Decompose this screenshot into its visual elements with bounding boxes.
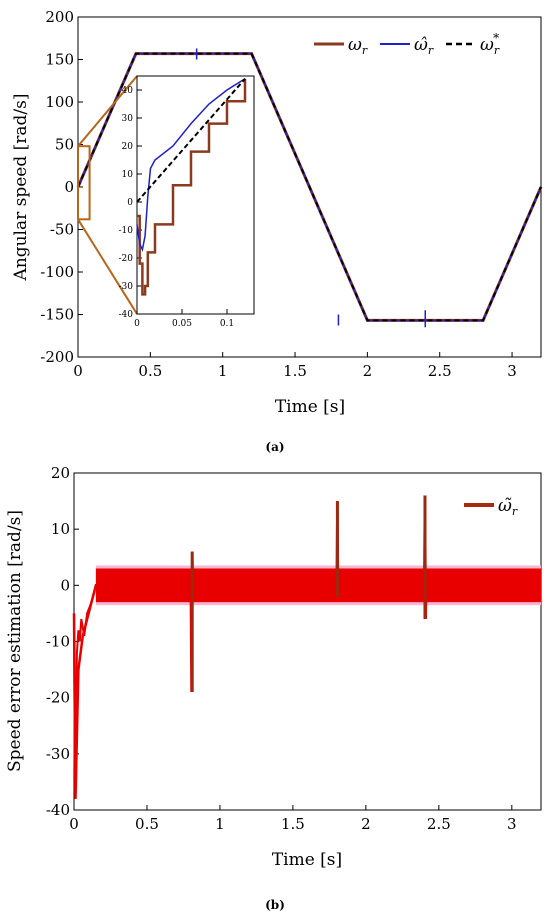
panel-b-xtick-label: 2: [361, 815, 371, 833]
panel-a-ylabel: Angular speed [rad/s]: [11, 93, 31, 281]
panel-a-xtick-label: 2: [363, 362, 373, 380]
inset-series-line: [136, 78, 246, 252]
inset-ytick-label: -10: [119, 226, 134, 236]
panel-b-transient-line: [73, 585, 97, 799]
panel-a-xtick-label: 0.5: [138, 362, 162, 380]
panel-b-ytick-label: -40: [46, 801, 70, 819]
inset-plot: 0 0.05 0.1 -40 -30 -20 -10 0 10 20 30 40: [119, 75, 255, 329]
panel-a-ytick-label: 200: [45, 8, 74, 26]
panel-b-series: [72, 495, 541, 799]
panel-b-ytick-label: 10: [51, 520, 70, 538]
panel-b-ylabel: Speed error estimation [rad/s]: [5, 510, 25, 772]
inset-xtick-label: 0.1: [220, 319, 234, 329]
panel-b-ticks: 0 0.5 1 1.5 2 2.5 3 -40 -30 -20 -10 0 10 20: [46, 464, 517, 833]
inset-series-line: [136, 78, 246, 203]
panel-a-xtick-label: 1: [218, 362, 228, 380]
panel-b-ytick-label: -30: [46, 745, 70, 763]
panel-a-ytick-label: 0: [64, 178, 74, 196]
panel-a-series: [76, 48, 543, 328]
inset-series: [136, 78, 247, 296]
panel-a-xtick-label: 2.5: [428, 362, 452, 380]
inset-ytick-label: 10: [122, 170, 134, 180]
panel-b-xtick-label: 2.5: [427, 815, 451, 833]
inset-ytick-label: 20: [122, 142, 134, 152]
panel-a-ytick-label: -150: [40, 306, 74, 324]
panel-b-xtick-label: 0.5: [135, 815, 159, 833]
panel-b-ytick-label: -10: [46, 633, 70, 651]
plot-b-background: [73, 472, 542, 811]
inset-background: [136, 75, 255, 315]
panel-b-ytick-label: -20: [46, 689, 70, 707]
inset-ytick-label: 0: [127, 198, 133, 208]
panel-a-xlabel: Time [s]: [275, 397, 345, 417]
inset-xtick-label: 0.05: [172, 319, 192, 329]
panel-a-ytick-label: 50: [55, 136, 74, 154]
panel-a: 0 0.5 1 1.5 2 2.5 3-200-150-100-50050100150200…: [11, 8, 543, 454]
panel-b-xtick-label: 1.5: [281, 815, 305, 833]
inset-ytick-label: -40: [119, 310, 134, 320]
inset-series-line: [137, 78, 247, 296]
panel-a-xtick-label: 1.5: [283, 362, 307, 380]
panel-a-ytick-label: 100: [45, 93, 74, 111]
zoom-callout: [77, 75, 138, 315]
inset-ytick-label: 40: [122, 86, 134, 96]
zoom-connector-bottom: [77, 218, 138, 315]
panel-a-xtick-label: 3: [507, 362, 517, 380]
panel-b-xtick-label: 3: [507, 815, 517, 833]
panel-a-ytick-label: 150: [45, 51, 74, 69]
panel-b-caption: (b): [265, 898, 285, 912]
panel-b-ytick-label: 20: [51, 464, 70, 482]
panel-b-xtick-label: 1: [215, 815, 225, 833]
inset-ytick-label: 30: [122, 114, 134, 124]
panel-b-ytick-label: 0: [60, 576, 70, 594]
inset-xtick-label: 0: [134, 319, 140, 329]
panel-a-ytick-label: -50: [50, 221, 74, 239]
inset-ytick-label: -20: [119, 254, 134, 264]
panel-a-ytick-label: -100: [40, 263, 74, 281]
panel-a-ytick-label: -200: [40, 348, 74, 366]
legend-a-label-omega-ref: ωr*: [480, 31, 500, 57]
zoom-region-box: [77, 145, 91, 221]
panel-b-xtick-label: 0: [69, 815, 79, 833]
panel-a-caption: (a): [265, 440, 284, 454]
panel-a-series-line: [77, 52, 542, 322]
panel-b-xlabel: Time [s]: [272, 850, 342, 870]
inset-ytick-label: -30: [119, 282, 134, 292]
inset-ticks: 0 0.05 0.1 -40 -30 -20 -10 0 10 20 30 40: [119, 86, 235, 329]
panel-a-xtick-label: 0: [73, 362, 83, 380]
zoom-connector-top: [77, 75, 138, 147]
